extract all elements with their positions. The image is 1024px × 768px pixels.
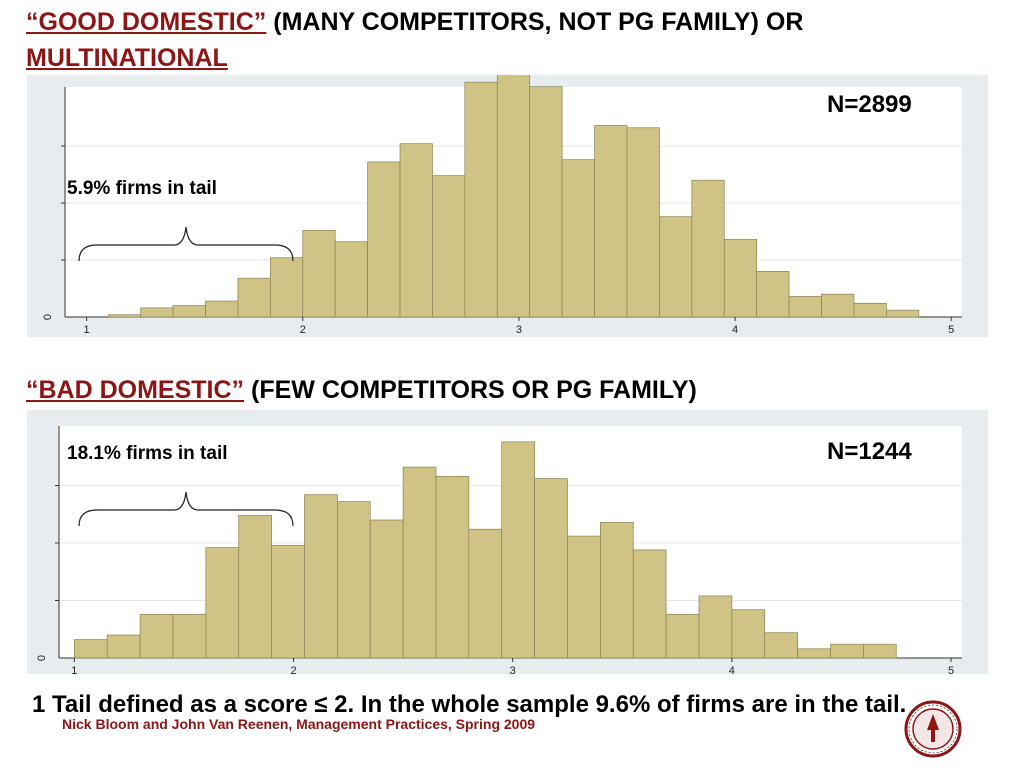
bar-9 bbox=[369, 519, 404, 659]
tail-brace bbox=[78, 226, 294, 262]
bar-1 bbox=[140, 307, 174, 318]
bar-2 bbox=[139, 613, 174, 659]
title-good-domestic-mid: (MANY COMPETITORS, NOT PG FAMILY) OR bbox=[266, 8, 804, 36]
bar-19 bbox=[723, 239, 758, 318]
n-label-bad: N=1244 bbox=[827, 438, 912, 465]
bar-14 bbox=[534, 478, 568, 659]
bar-17 bbox=[632, 549, 667, 659]
x-tick-label-4: 5 bbox=[948, 324, 954, 336]
x-tick-label-3: 4 bbox=[732, 324, 738, 336]
bar-22 bbox=[797, 648, 831, 659]
x-tick-label-1: 2 bbox=[300, 324, 306, 336]
title-multinational: MULTINATIONAL bbox=[26, 44, 228, 72]
bar-18 bbox=[691, 179, 725, 318]
title-good-domestic-quote: “GOOD DOMESTIC” bbox=[26, 8, 267, 36]
bar-13 bbox=[529, 86, 563, 318]
bar-2 bbox=[172, 305, 206, 318]
bar-20 bbox=[731, 609, 766, 659]
bar-3 bbox=[205, 300, 239, 318]
histogram-panel-good: 1 2 3 4 5 0 N=2899 5.9% firms in tail bbox=[27, 75, 988, 337]
x-tick-label-4: 5 bbox=[948, 665, 954, 674]
x-tick-label-1: 2 bbox=[290, 665, 296, 674]
bar-12 bbox=[496, 75, 531, 318]
bar-23 bbox=[853, 302, 887, 318]
bar-7 bbox=[304, 494, 338, 659]
bar-11 bbox=[435, 475, 470, 659]
bar-22 bbox=[821, 293, 855, 318]
tail-label-good: 5.9% firms in tail bbox=[67, 178, 217, 199]
n-label-good: N=2899 bbox=[827, 91, 912, 118]
footnote: 1 Tail defined as a score ≤ 2. In the wh… bbox=[32, 691, 907, 718]
bar-10 bbox=[402, 466, 437, 659]
bar-5 bbox=[269, 257, 304, 318]
bar-3 bbox=[172, 613, 207, 659]
bar-21 bbox=[764, 632, 798, 659]
bar-15 bbox=[594, 125, 628, 318]
bar-15 bbox=[567, 535, 601, 659]
bar-7 bbox=[334, 241, 368, 318]
bar-14 bbox=[561, 159, 595, 318]
bar-24 bbox=[863, 643, 897, 659]
bar-0 bbox=[107, 314, 142, 318]
bar-5 bbox=[238, 515, 272, 659]
title-good-domestic: “GOOD DOMESTIC” (MANY COMPETITORS, NOT P… bbox=[26, 4, 986, 76]
bar-23 bbox=[830, 643, 864, 659]
y-tick-label-0: 0 bbox=[36, 655, 48, 661]
bar-24 bbox=[885, 309, 920, 318]
bar-16 bbox=[626, 127, 660, 318]
bar-18 bbox=[665, 613, 700, 659]
bar-4 bbox=[205, 547, 240, 659]
bar-17 bbox=[659, 216, 693, 318]
bar-20 bbox=[756, 271, 790, 318]
bar-11 bbox=[464, 81, 498, 318]
x-tick-label-2: 3 bbox=[510, 665, 516, 674]
histogram-bad-domestic: 1 2 3 4 5 0 bbox=[36, 426, 962, 674]
credit-line: Nick Bloom and John Van Reenen, Manageme… bbox=[62, 716, 536, 732]
title-bad-domestic: “BAD DOMESTIC” (FEW COMPETITORS OR PG FA… bbox=[26, 372, 986, 408]
bar-10 bbox=[432, 175, 466, 318]
x-tick-label-2: 3 bbox=[516, 324, 522, 336]
bar-6 bbox=[302, 230, 336, 318]
bar-8 bbox=[367, 161, 401, 318]
bar-6 bbox=[271, 544, 305, 659]
bar-13 bbox=[501, 441, 535, 659]
histogram-good-domestic: 1 2 3 4 5 0 bbox=[42, 75, 962, 336]
bar-4 bbox=[237, 277, 271, 318]
x-tick-label-0: 1 bbox=[84, 324, 90, 336]
university-seal-icon bbox=[904, 700, 962, 758]
tail-brace bbox=[78, 491, 294, 527]
bar-12 bbox=[468, 528, 503, 659]
bar-16 bbox=[600, 521, 634, 659]
tail-label-bad: 18.1% firms in tail bbox=[67, 443, 228, 464]
bar-21 bbox=[788, 296, 822, 318]
bar-1 bbox=[106, 634, 141, 659]
y-tick-label-0: 0 bbox=[42, 314, 54, 320]
bar-8 bbox=[337, 501, 371, 659]
bar-19 bbox=[698, 595, 733, 659]
x-tick-label-3: 4 bbox=[729, 665, 735, 674]
bar-9 bbox=[399, 143, 433, 318]
x-tick-label-0: 1 bbox=[71, 665, 77, 674]
title-bad-domestic-rest: (FEW COMPETITORS OR PG FAMILY) bbox=[244, 376, 697, 404]
histogram-panel-bad: 1 2 3 4 5 0 N=1244 18.1% firms in tail bbox=[27, 410, 988, 674]
title-bad-domestic-quote: “BAD DOMESTIC” bbox=[26, 376, 245, 404]
bar-0 bbox=[73, 639, 108, 659]
